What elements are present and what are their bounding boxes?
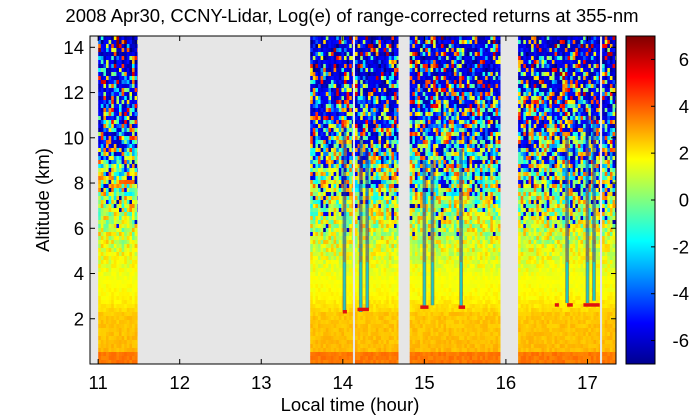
colorbar-tick-label: 6 xyxy=(679,49,689,70)
streak xyxy=(358,137,363,312)
x-tick-label: 17 xyxy=(577,372,598,393)
cloud-base-returns xyxy=(342,303,600,314)
streak xyxy=(365,149,370,310)
y-tick-label: 2 xyxy=(74,308,84,329)
plot-frame xyxy=(89,35,617,365)
cloud-base xyxy=(357,307,369,312)
colorbar-tick-label: -2 xyxy=(673,236,689,257)
data-segment xyxy=(98,36,138,364)
x-axis: 11 12 13 14 15 16 17 xyxy=(89,36,598,393)
data-segment xyxy=(355,36,399,364)
cloud-base xyxy=(458,305,466,309)
streak-core xyxy=(423,262,426,308)
colorbar-tick-label: 4 xyxy=(679,96,689,117)
streak xyxy=(459,149,463,308)
colorbar-tick-label: 2 xyxy=(679,143,689,164)
colorbar-ticks: -6 -4 -2 0 2 4 6 xyxy=(651,49,689,351)
colorbar: -6 -4 -2 0 2 4 6 xyxy=(625,35,689,365)
streak-core xyxy=(566,262,569,303)
y-axis: 2 4 6 8 10 12 14 xyxy=(63,37,616,329)
cloud-shadow-streaks xyxy=(342,115,596,312)
streak xyxy=(565,137,569,303)
y-tick-label: 12 xyxy=(63,82,84,103)
y-tick-label: 8 xyxy=(74,173,84,194)
streak-core xyxy=(343,262,346,312)
streak-core xyxy=(431,262,434,306)
y-tick-label: 10 xyxy=(63,127,84,148)
colorbar-gradient xyxy=(625,35,656,365)
x-tick-label: 13 xyxy=(251,372,272,393)
lidar-data-layer xyxy=(98,36,616,364)
x-axis-label: Local time (hour) xyxy=(281,394,420,415)
x-tick-label: 14 xyxy=(333,372,354,393)
colorbar-tick-label: -6 xyxy=(673,330,689,351)
x-tick-label: 15 xyxy=(414,372,435,393)
y-tick-label: 14 xyxy=(63,37,84,58)
streak xyxy=(592,115,596,301)
y-tick-label: 4 xyxy=(74,263,84,284)
y-axis-label: Altitude (km) xyxy=(32,148,53,252)
streak xyxy=(585,115,590,303)
cloud-base xyxy=(583,303,600,307)
streak-core xyxy=(359,262,362,312)
colorbar-tick-label: -4 xyxy=(673,283,689,304)
streak xyxy=(430,160,435,306)
cloud-base xyxy=(554,303,559,307)
colorbar-tick-label: 0 xyxy=(679,190,689,211)
streak-core xyxy=(586,262,589,303)
plot-area xyxy=(89,35,617,365)
cloud-base xyxy=(420,305,429,309)
y-tick-label: 6 xyxy=(74,218,84,239)
streak-core xyxy=(366,262,369,310)
data-segment xyxy=(602,36,616,364)
streak-core xyxy=(460,262,463,308)
streak xyxy=(422,160,427,308)
x-tick-label: 11 xyxy=(89,372,108,393)
streak-core xyxy=(593,262,595,301)
x-tick-label: 12 xyxy=(169,372,190,393)
chart-title: 2008 Apr30, CCNY-Lidar, Log(e) of range-… xyxy=(65,5,638,26)
x-tick-label: 16 xyxy=(496,372,517,393)
streak xyxy=(342,126,347,312)
cloud-base xyxy=(567,303,573,307)
cloud-base xyxy=(342,310,347,314)
data-segment xyxy=(310,36,353,364)
